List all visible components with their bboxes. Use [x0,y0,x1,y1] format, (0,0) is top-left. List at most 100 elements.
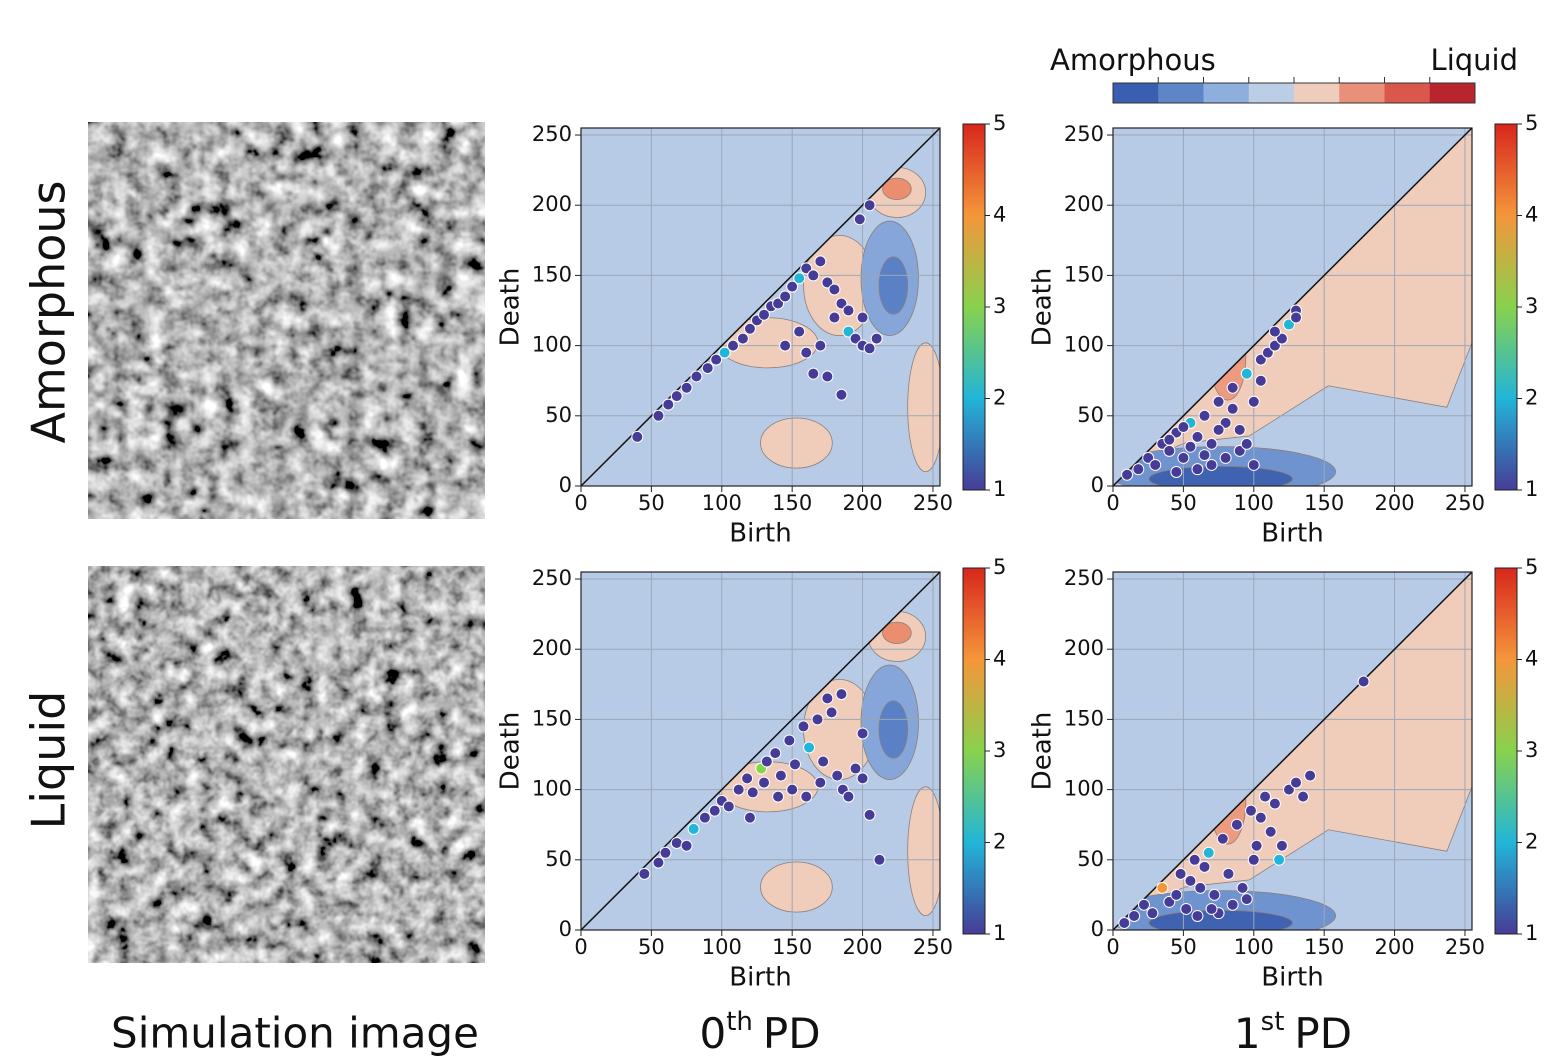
point [786,783,799,796]
x-tick-label: 150 [772,491,812,515]
point [741,772,754,785]
colorbar-tick-label: 3 [1525,738,1538,762]
y-tick-label: 200 [532,636,572,660]
point [1254,353,1267,366]
point [1188,853,1201,866]
point [1254,811,1267,824]
diagonal [1113,572,1472,930]
plot-area [1113,572,1472,930]
point [1174,867,1187,880]
point [821,692,834,705]
point [835,388,848,401]
point [779,290,792,303]
colorbar-tick-label: 2 [993,830,1006,854]
row-label: Amorphous [22,181,76,444]
point [814,255,827,268]
column-label-text: 1 [1234,1009,1261,1058]
point [743,322,756,335]
phase-legend-swatch [1113,83,1159,103]
y-tick-label: 250 [532,122,572,146]
point [1163,444,1176,457]
point [1226,402,1239,415]
point [793,325,806,338]
point [743,811,756,824]
point [1244,804,1257,817]
simulation-image [88,122,485,519]
y-tick-label: 150 [1064,262,1104,286]
x-tick-label: 0 [1106,935,1119,959]
point [835,688,848,701]
x-tick-label: 200 [1375,491,1415,515]
point [817,755,830,768]
colorbar [962,567,986,935]
point [1149,458,1162,471]
point [842,790,855,803]
point [1198,449,1211,462]
simulation-image [88,566,485,963]
y-tick-label: 50 [545,403,572,427]
point [1226,381,1239,394]
point [769,747,782,760]
point [811,713,824,726]
y-tick-label: 0 [559,473,572,497]
point [828,283,841,296]
plot-area [581,572,940,930]
phase-legend-label: Liquid [1431,43,1518,77]
plot-area [1113,128,1472,486]
x-tick-label: 50 [1170,935,1197,959]
point [1170,465,1183,478]
colorbar-tick-label: 2 [1525,830,1538,854]
point [788,758,801,771]
density-contour [878,700,909,759]
y-tick-label: 50 [1077,403,1104,427]
x-axis-label: Birth [1261,519,1323,549]
point [1198,860,1211,873]
y-tick-label: 200 [532,192,572,216]
point [1205,437,1218,450]
point [1247,458,1260,471]
point [1297,790,1310,803]
row-label: Liquid [22,691,76,830]
plot-area [581,128,940,486]
phase-legend-swatch [1203,83,1250,103]
point [1132,463,1145,476]
y-tick-label: 200 [1064,192,1104,216]
point [831,769,844,782]
point [1121,468,1134,481]
x-tick-label: 200 [843,491,883,515]
y-axis-label: Death [1028,268,1058,347]
point [701,362,714,375]
point [821,276,834,289]
point [1137,898,1150,911]
point [1233,423,1246,436]
colorbar-tick-label: 2 [993,386,1006,410]
x-tick-label: 250 [913,935,953,959]
point [758,308,771,321]
axes-frame [1112,127,1473,487]
point [853,213,866,226]
y-tick-label: 100 [1064,777,1104,801]
y-tick-label: 0 [559,917,572,941]
colorbar [962,123,986,491]
y-tick-label: 100 [532,777,572,801]
point [800,262,813,275]
x-tick-label: 100 [702,935,742,959]
colorbar-tick-label: 3 [993,294,1006,318]
y-axis-label: Death [496,268,526,347]
column-label: 0th PD [699,1007,820,1058]
column-label: 1st PD [1234,1007,1352,1058]
y-tick-label: 150 [532,262,572,286]
x-axis-label: Birth [1261,963,1323,993]
point [1290,776,1303,789]
point [631,430,644,443]
point [1118,916,1131,929]
x-tick-label: 150 [772,935,812,959]
x-tick-label: 150 [1304,491,1344,515]
point [638,867,651,880]
point [710,353,723,366]
point [870,332,883,345]
y-axis-label: Death [1028,712,1058,791]
density-contour [907,342,940,473]
y-tick-label: 50 [545,847,572,871]
